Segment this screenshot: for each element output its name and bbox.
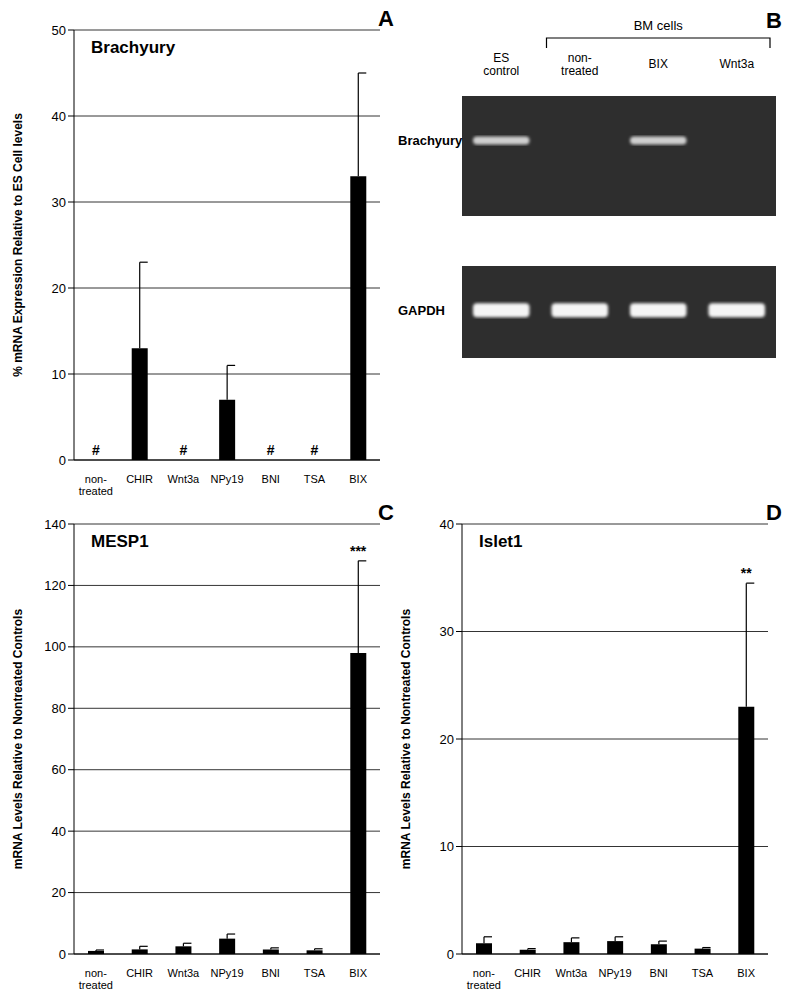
svg-text:20: 20 [52, 281, 66, 296]
svg-text:BIX: BIX [349, 967, 367, 979]
svg-text:100: 100 [44, 639, 66, 654]
svg-text:**: ** [741, 565, 752, 581]
svg-text:CHIR: CHIR [514, 967, 541, 979]
svg-text:#: # [267, 442, 275, 458]
svg-text:BIX: BIX [649, 57, 668, 71]
svg-text:40: 40 [52, 824, 66, 839]
svg-text:non-: non- [568, 51, 592, 65]
svg-text:60: 60 [52, 762, 66, 777]
html-text:D: D [766, 500, 782, 525]
svg-text:non-: non- [473, 967, 495, 979]
svg-text:20: 20 [52, 885, 66, 900]
svg-text:30: 30 [52, 195, 66, 210]
svg-text:#: # [179, 442, 187, 458]
svg-text:% mRNA Expression Relative to: % mRNA Expression Relative to ES Cell le… [11, 113, 25, 377]
svg-text:mRNA Levels Relative to Nontre: mRNA Levels Relative to Nontreated Contr… [11, 609, 25, 870]
svg-text:10: 10 [52, 367, 66, 382]
svg-text:80: 80 [52, 701, 66, 716]
svg-text:BNI: BNI [650, 967, 668, 979]
svg-text:Wnt3a: Wnt3a [167, 967, 200, 979]
svg-text:non-: non- [85, 967, 107, 979]
svg-text:CHIR: CHIR [126, 967, 153, 979]
svg-text:NPy19: NPy19 [210, 967, 243, 979]
svg-text:NPy19: NPy19 [598, 967, 631, 979]
svg-text:***: *** [350, 543, 367, 559]
svg-text:#: # [311, 442, 319, 458]
svg-text:0: 0 [447, 947, 454, 962]
svg-text:mRNA Levels Relative to Nontre: mRNA Levels Relative to Nontreated Contr… [399, 609, 413, 870]
svg-text:treated: treated [79, 485, 113, 497]
svg-text:Wnt3a: Wnt3a [719, 57, 754, 71]
html-text:Brachyury: Brachyury [91, 38, 176, 57]
svg-text:Brachyury: Brachyury [398, 133, 463, 148]
svg-text:40: 40 [440, 517, 454, 532]
svg-text:BIX: BIX [737, 967, 755, 979]
svg-text:0: 0 [59, 947, 66, 962]
svg-text:120: 120 [44, 578, 66, 593]
svg-text:ES: ES [493, 51, 509, 65]
svg-text:40: 40 [52, 109, 66, 124]
svg-text:Wnt3a: Wnt3a [555, 967, 588, 979]
svg-text:10: 10 [440, 839, 454, 854]
html-text:A: A [378, 6, 394, 31]
svg-text:Wnt3a: Wnt3a [167, 473, 200, 485]
svg-text:treated: treated [561, 64, 598, 78]
svg-text:non-: non- [85, 473, 107, 485]
svg-text:GAPDH: GAPDH [398, 303, 445, 318]
svg-text:50: 50 [52, 23, 66, 38]
svg-text:#: # [92, 442, 100, 458]
svg-text:TSA: TSA [692, 967, 714, 979]
svg-text:BNI: BNI [262, 473, 280, 485]
svg-text:treated: treated [467, 979, 501, 991]
svg-text:30: 30 [440, 624, 454, 639]
svg-text:CHIR: CHIR [126, 473, 153, 485]
svg-text:NPy19: NPy19 [210, 473, 243, 485]
svg-text:BM cells: BM cells [634, 18, 684, 33]
html-text:C: C [378, 500, 394, 525]
svg-text:20: 20 [440, 732, 454, 747]
svg-text:TSA: TSA [304, 967, 326, 979]
svg-text:BNI: BNI [262, 967, 280, 979]
html-text:MESP1: MESP1 [91, 532, 149, 551]
svg-text:TSA: TSA [304, 473, 326, 485]
svg-text:BIX: BIX [349, 473, 367, 485]
svg-text:control: control [483, 64, 519, 78]
svg-text:140: 140 [44, 517, 66, 532]
html-text:Islet1: Islet1 [479, 532, 523, 551]
svg-text:B: B [766, 8, 782, 33]
svg-text:0: 0 [59, 453, 66, 468]
svg-text:treated: treated [79, 979, 113, 991]
